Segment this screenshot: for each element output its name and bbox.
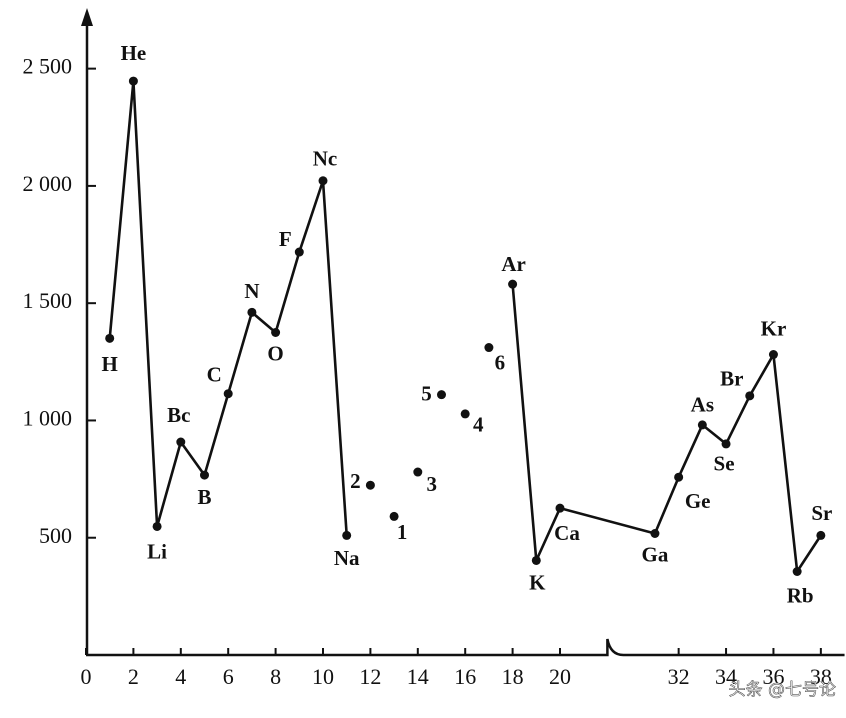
data-point xyxy=(508,279,518,289)
data-point xyxy=(437,390,446,400)
data-point xyxy=(413,467,423,477)
point-label: N xyxy=(244,279,259,303)
data-point xyxy=(365,480,375,490)
data-point xyxy=(816,530,826,540)
point-label: Kr xyxy=(761,316,787,340)
y-tick-label: 2 000 xyxy=(23,171,73,196)
x-tick-label: 8 xyxy=(270,664,281,689)
point-label: O xyxy=(267,341,283,365)
data-point xyxy=(721,439,731,449)
point-label: Br xyxy=(720,367,743,391)
point-label: Se xyxy=(714,452,735,476)
data-point xyxy=(105,333,115,343)
point-label: 5 xyxy=(421,381,432,405)
data-point xyxy=(697,420,707,430)
point-label: Ga xyxy=(642,542,669,566)
point-label: Bc xyxy=(167,403,190,427)
x-tick-label: 38 xyxy=(810,664,832,689)
point-label: 2 xyxy=(350,469,361,493)
data-point xyxy=(318,176,328,186)
data-point xyxy=(531,555,541,565)
x-axis xyxy=(86,638,845,657)
y-tick-label: 1 500 xyxy=(23,288,73,313)
point-label: B xyxy=(197,485,211,509)
data-point xyxy=(674,472,684,482)
data-point xyxy=(128,76,138,86)
y-axis-arrow xyxy=(81,8,93,26)
x-tick-label: 16 xyxy=(454,664,476,689)
point-label: H xyxy=(102,352,118,376)
point-label: 3 xyxy=(427,472,438,496)
data-point xyxy=(152,521,162,531)
data-point xyxy=(342,530,352,540)
x-tick-label: 36 xyxy=(762,664,784,689)
point-label: Sr xyxy=(811,501,832,525)
y-tick-label: 1 000 xyxy=(23,406,73,431)
point-label: Na xyxy=(334,546,360,570)
data-point xyxy=(223,389,233,399)
x-tick-label: 4 xyxy=(175,664,186,689)
point-label: Rb xyxy=(787,583,814,607)
data-point xyxy=(460,409,470,419)
y-tick-label: 500 xyxy=(39,523,72,548)
x-tick-label: 14 xyxy=(407,664,429,689)
x-tick-label: 34 xyxy=(715,664,737,689)
x-tick-label: 32 xyxy=(668,664,690,689)
series-line xyxy=(108,79,348,536)
x-tick-label: 18 xyxy=(502,664,524,689)
x-tick-label: 10 xyxy=(312,664,334,689)
x-tick-label: 12 xyxy=(359,664,381,689)
data-point xyxy=(247,307,257,317)
point-label: K xyxy=(529,570,546,594)
point-label: Nc xyxy=(313,147,338,171)
watermark: 头条 @七号论 xyxy=(729,680,836,700)
x-tick-label: 6 xyxy=(223,664,234,689)
point-label: F xyxy=(279,227,292,251)
data-point xyxy=(484,343,494,353)
point-label: Ar xyxy=(501,252,526,276)
y-tick-label: 2 500 xyxy=(23,54,73,79)
point-label: He xyxy=(121,41,147,65)
point-label: Li xyxy=(147,539,167,563)
data-point xyxy=(745,391,755,401)
point-label: Ge xyxy=(685,489,711,513)
data-point xyxy=(271,328,281,337)
point-label: 1 xyxy=(397,520,408,544)
point-label: C xyxy=(207,363,222,387)
data-point xyxy=(294,247,304,257)
data-point xyxy=(389,511,399,521)
point-label: As xyxy=(691,393,714,417)
point-label: Ca xyxy=(554,521,580,545)
data-point xyxy=(555,503,565,513)
x-tick-label: 0 xyxy=(81,664,92,689)
point-label: 6 xyxy=(495,350,506,374)
data-point xyxy=(650,529,660,539)
x-tick-label: 20 xyxy=(549,664,571,689)
data-point xyxy=(200,470,209,480)
data-point xyxy=(768,350,778,360)
x-tick-label: 2 xyxy=(128,664,139,689)
data-point xyxy=(176,437,186,447)
data-point xyxy=(792,567,802,577)
point-label: 4 xyxy=(473,413,484,437)
